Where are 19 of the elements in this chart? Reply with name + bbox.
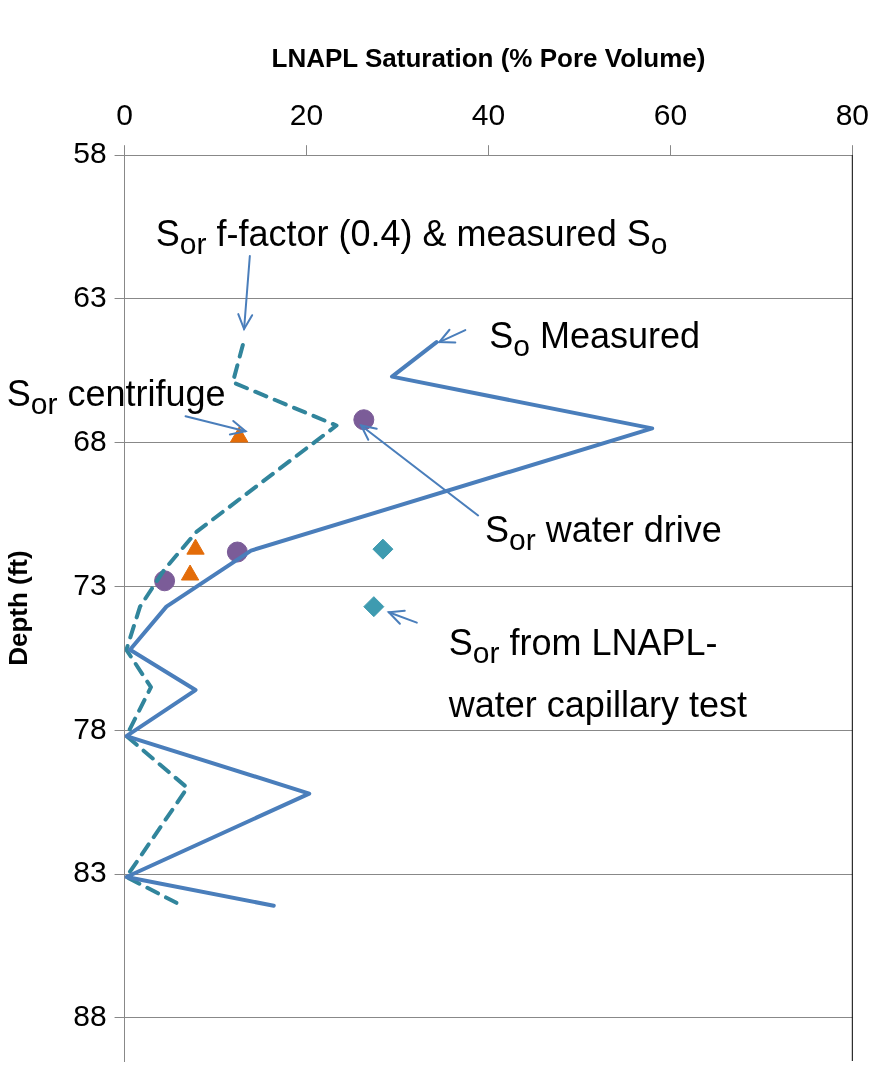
y-tick-label: 73 xyxy=(73,567,107,601)
y-tick-label: 58 xyxy=(73,136,107,170)
annotation: S$_{or}$ water drive xyxy=(485,507,723,558)
x-tick-label: 40 xyxy=(471,98,506,132)
annotation: S$_{or}$ from LNAPL-water capillary test xyxy=(448,620,748,727)
annotation: S$_{or}$ centrifuge xyxy=(6,373,226,421)
x-tick-label: 80 xyxy=(835,98,869,132)
y-tick-label: 83 xyxy=(73,855,107,889)
x-tick-label: 60 xyxy=(653,98,688,132)
y-tick-label: 68 xyxy=(73,424,107,458)
x-tick-label: 0 xyxy=(116,98,133,132)
y-tick-label: 88 xyxy=(73,999,107,1033)
annotation: S$_{or}$ f-factor (0.4) & measured S$_{o}$ xyxy=(155,212,669,263)
y-tick-label: 63 xyxy=(73,280,107,314)
annotation: S$_{o}$ Measured xyxy=(489,314,702,365)
y-axis-title: Depth (ft) xyxy=(2,550,33,666)
y-tick-label: 78 xyxy=(73,711,107,745)
x-tick-label: 20 xyxy=(289,98,324,132)
x-axis-title: LNAPL Saturation (% Pore Volume) xyxy=(271,42,706,73)
